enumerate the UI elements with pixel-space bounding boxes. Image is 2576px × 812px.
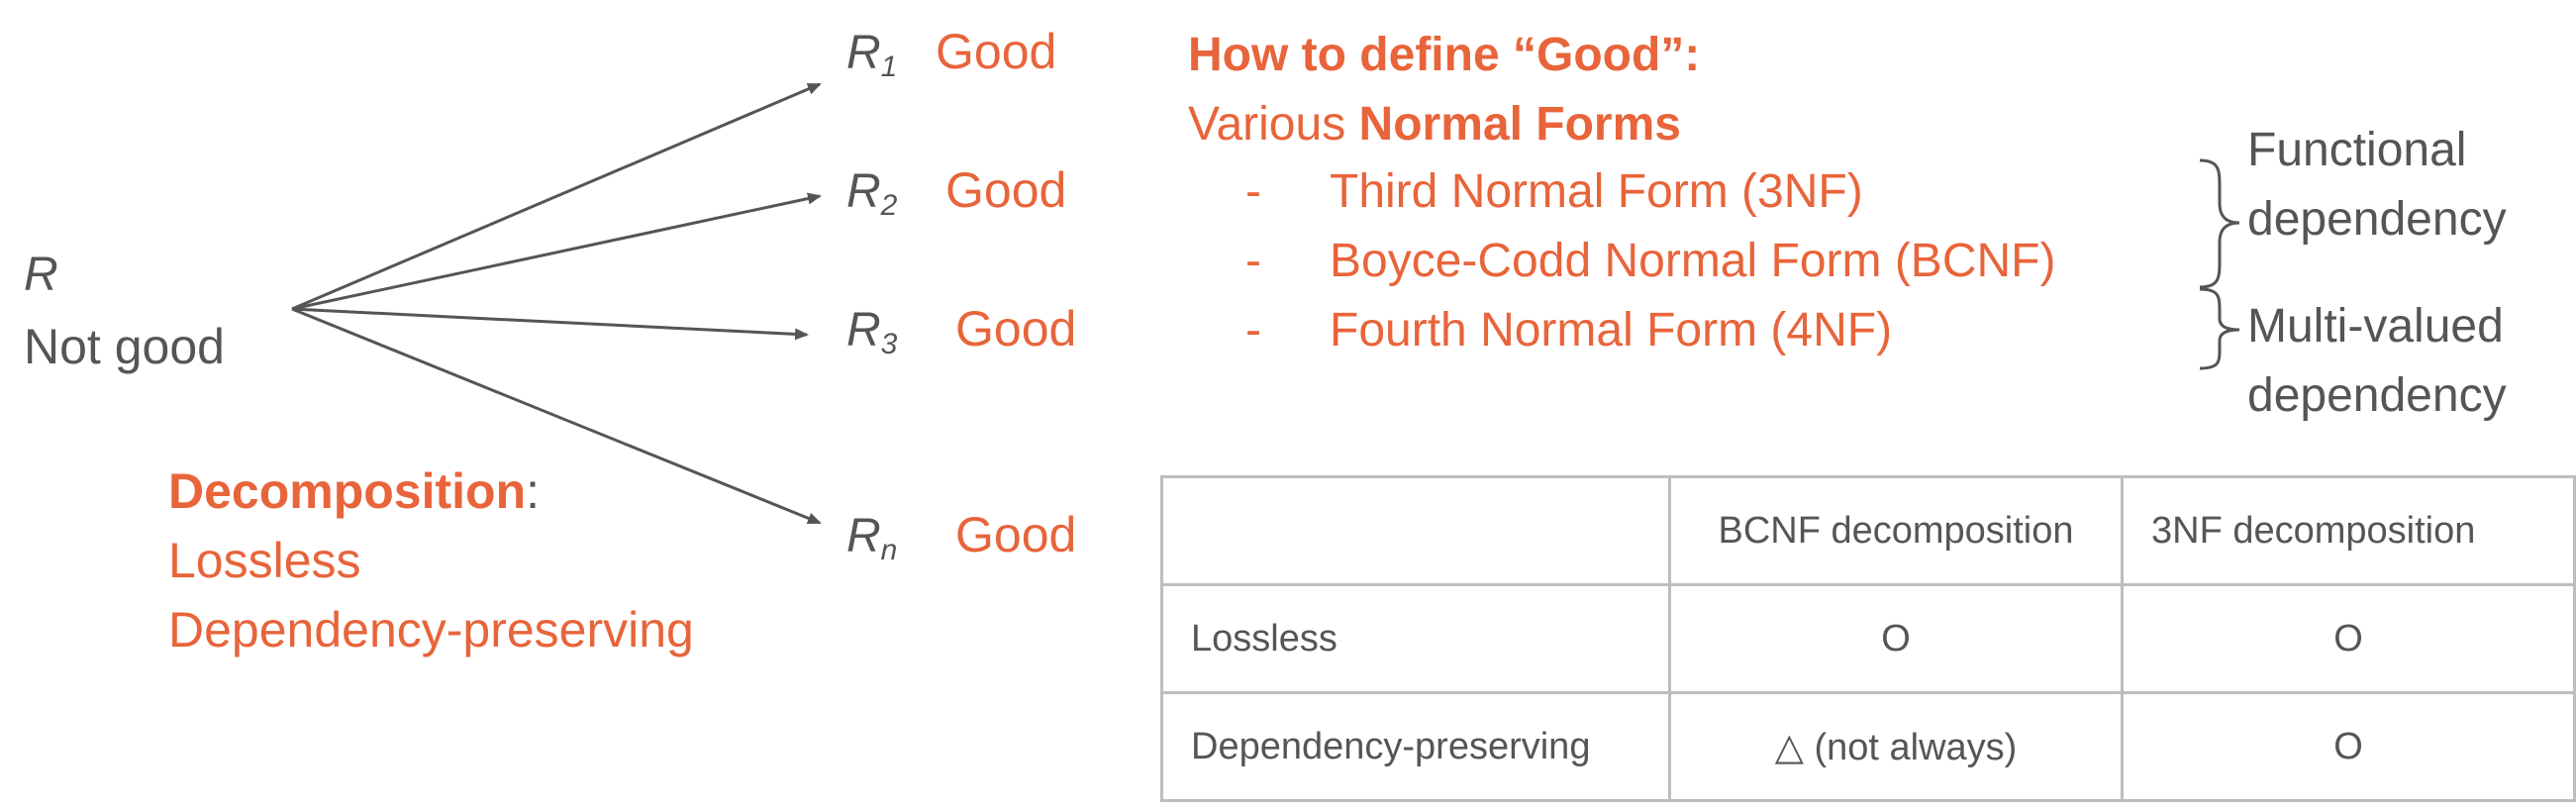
result-rn: Rn (846, 509, 898, 566)
result-rn-name: Rn (846, 510, 898, 566)
result-r3-name: R3 (846, 304, 898, 360)
arrow-to-r3 (291, 307, 809, 341)
decomposition-title: Decomposition (168, 463, 527, 519)
table-cell: O (2121, 583, 2576, 694)
table-cell: △ (not always) (1668, 691, 2124, 802)
normal-form-label: Boyce-Codd Normal Form (BCNF) (1330, 235, 2056, 287)
decomposition-comparison-table: BCNF decomposition 3NF decomposition Los… (1160, 475, 2576, 802)
normal-form-label: Fourth Normal Form (4NF) (1330, 304, 1893, 356)
result-r2: R2 (846, 164, 898, 222)
decomposition-heading: Decomposition: (168, 463, 540, 521)
multivalued-dependency-line2: dependency (2247, 369, 2507, 422)
bullet-dash: - (1245, 165, 1261, 218)
table-cell: Dependency-preserving (1160, 691, 1671, 802)
definition-intro-plain: Various (1188, 98, 1359, 151)
definition-intro-bold: Normal Forms (1358, 98, 1681, 151)
normal-form-3nf: - Third Normal Form (3NF) (1245, 164, 1863, 219)
multivalued-dependency-brace (2199, 287, 2240, 370)
table-header-cell: BCNF decomposition (1668, 475, 2124, 586)
definition-intro: Various Normal Forms (1188, 97, 1681, 152)
decomposition-property-lossless: Lossless (168, 533, 361, 588)
result-r3: R3 (846, 303, 898, 360)
result-r3-status: Good (955, 301, 1077, 356)
decomposition-colon: : (526, 463, 541, 519)
result-r2-status: Good (945, 162, 1067, 218)
normal-form-4nf: - Fourth Normal Form (4NF) (1245, 303, 1892, 357)
table-row: Dependency-preserving △ (not always) O (1160, 691, 2576, 802)
arrow-to-r1 (291, 82, 822, 311)
table-header-row: BCNF decomposition 3NF decomposition (1160, 475, 2576, 586)
table-cell: O (1668, 583, 2124, 694)
definition-heading: How to define “Good”: (1188, 29, 1701, 81)
functional-dependency-line2: dependency (2247, 193, 2507, 246)
table-cell: Lossless (1160, 583, 1671, 694)
result-r1: R1 (846, 26, 898, 83)
result-r2-name: R2 (846, 165, 898, 222)
table-header-cell: 3NF decomposition (2121, 475, 2576, 586)
source-relation-name: R (24, 249, 58, 301)
bullet-dash: - (1245, 235, 1261, 287)
result-r1-status: Good (936, 24, 1057, 79)
multivalued-dependency-line1: Multi-valued (2247, 300, 2504, 353)
arrow-to-rn (291, 307, 822, 525)
normal-form-label: Third Normal Form (3NF) (1330, 165, 1863, 218)
functional-dependency-line1: Functional (2247, 124, 2467, 176)
table-cell: O (2121, 691, 2576, 802)
result-r1-name: R1 (846, 27, 898, 83)
normal-form-bcnf: - Boyce-Codd Normal Form (BCNF) (1245, 234, 2055, 288)
source-relation-status: Not good (24, 319, 225, 374)
table-row: Lossless O O (1160, 583, 2576, 694)
result-rn-status: Good (955, 507, 1077, 562)
decomposition-property-dependency-preserving: Dependency-preserving (168, 602, 694, 658)
table-header-cell (1160, 475, 1671, 586)
functional-dependency-brace (2199, 158, 2240, 289)
arrow-to-r2 (291, 192, 822, 311)
bullet-dash: - (1245, 304, 1261, 356)
